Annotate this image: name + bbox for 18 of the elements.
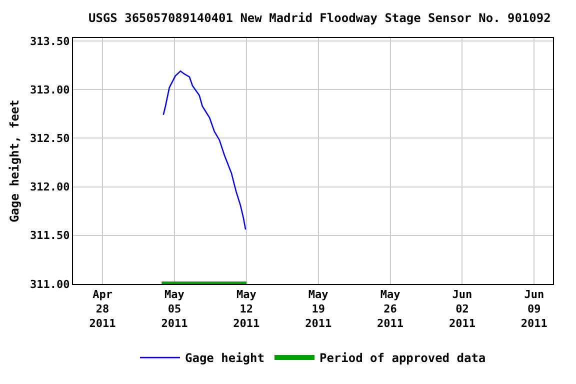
line-series <box>162 70 246 230</box>
y-tick-label: 312.50 <box>30 132 70 145</box>
legend-label: Gage height <box>185 351 264 366</box>
x-tick-label: Jun 02 2011 <box>448 288 476 330</box>
y-tick-label: 312.00 <box>30 180 70 194</box>
x-tick-label: May 19 2011 <box>305 288 332 330</box>
x-tick-label: Apr 28 2011 <box>89 288 116 330</box>
chart-title: USGS 365057089140401 New Madrid Floodway Stage Sensor No. 901092 <box>88 10 551 25</box>
x-tick-label: Jun 09 2011 <box>520 288 548 330</box>
x-tick-label: May 26 2011 <box>377 288 404 330</box>
x-tick-label: May 05 2011 <box>161 288 188 330</box>
y-axis-title: Gage height, feet <box>7 100 22 222</box>
y-tick-label: 313.50 <box>30 34 70 48</box>
x-tick-label: May 12 2011 <box>233 288 260 330</box>
legend-label: Period of approved data <box>319 351 486 366</box>
y-tick-label: 311.50 <box>30 229 70 242</box>
y-tick-label: 313.00 <box>30 83 70 96</box>
y-tick-label: 311.00 <box>30 278 70 291</box>
